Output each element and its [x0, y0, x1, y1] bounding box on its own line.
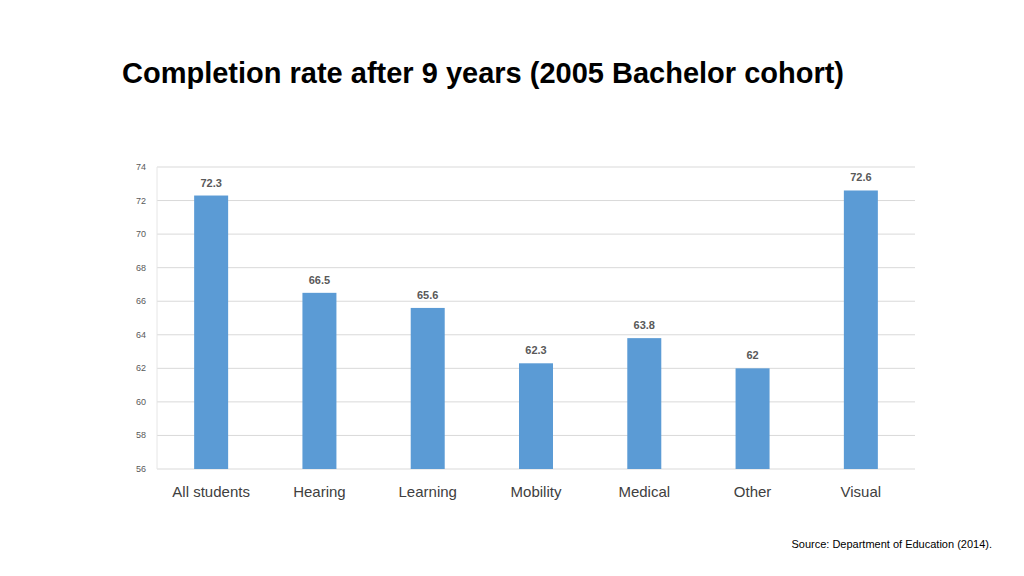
y-tick-label: 56 — [136, 464, 146, 474]
data-label: 62.3 — [525, 344, 546, 356]
data-label: 62 — [746, 349, 758, 361]
grid-line — [157, 301, 915, 302]
x-tick-label: Hearing — [293, 483, 346, 500]
bar — [302, 293, 336, 469]
grid-line — [157, 200, 915, 201]
grid-line — [157, 334, 915, 335]
bar — [194, 196, 228, 469]
bar — [519, 363, 553, 469]
y-tick-label: 72 — [136, 196, 146, 206]
bar — [736, 368, 770, 469]
y-axis-line — [157, 167, 158, 469]
x-tick-label: Other — [734, 483, 772, 500]
x-tick-label: Medical — [618, 483, 670, 500]
grid-line — [157, 167, 915, 168]
bar — [627, 338, 661, 469]
y-tick-label: 66 — [136, 296, 146, 306]
x-tick-label: Visual — [841, 483, 882, 500]
x-tick-label: Mobility — [511, 483, 562, 500]
chart-container: Completion rate after 9 years (2005 Bach… — [0, 0, 1024, 576]
bar — [844, 190, 878, 469]
data-label: 63.8 — [634, 319, 655, 331]
y-tick-label: 60 — [136, 397, 146, 407]
y-tick-label: 70 — [136, 229, 146, 239]
x-tick-label: All students — [172, 483, 250, 500]
grid — [157, 167, 915, 469]
grid-line — [157, 267, 915, 268]
y-tick-label: 62 — [136, 363, 146, 373]
title: Completion rate after 9 years (2005 Bach… — [122, 57, 844, 89]
data-label: 66.5 — [309, 274, 330, 286]
source: Source: Department of Education (2014). — [791, 538, 992, 550]
y-tick-label: 74 — [136, 162, 146, 172]
grid-line — [157, 234, 915, 235]
y-tick-label: 58 — [136, 430, 146, 440]
chart-svg: Completion rate after 9 years (2005 Bach… — [0, 0, 1024, 576]
data-label: 65.6 — [417, 289, 438, 301]
x-tick-label: Learning — [399, 483, 457, 500]
y-tick-label: 64 — [136, 330, 146, 340]
data-label: 72.3 — [200, 177, 221, 189]
data-label: 72.6 — [850, 171, 871, 183]
y-tick-label: 68 — [136, 263, 146, 273]
bar — [411, 308, 445, 469]
bars — [194, 190, 878, 469]
